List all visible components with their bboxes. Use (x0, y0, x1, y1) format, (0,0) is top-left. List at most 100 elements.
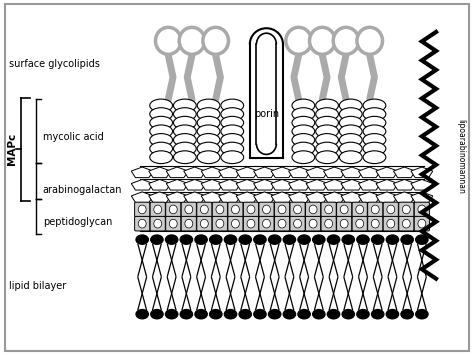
Ellipse shape (325, 219, 333, 228)
Polygon shape (219, 192, 240, 202)
Polygon shape (341, 192, 363, 202)
FancyBboxPatch shape (368, 202, 383, 217)
Polygon shape (289, 192, 310, 202)
Polygon shape (254, 167, 275, 178)
Ellipse shape (278, 205, 286, 214)
FancyBboxPatch shape (212, 202, 228, 217)
Ellipse shape (203, 27, 228, 54)
Text: surface glycolipids: surface glycolipids (9, 59, 100, 69)
Ellipse shape (371, 219, 379, 228)
Polygon shape (236, 179, 258, 190)
Ellipse shape (221, 99, 244, 112)
Ellipse shape (339, 133, 362, 146)
Ellipse shape (247, 205, 255, 214)
Circle shape (342, 310, 355, 319)
Polygon shape (254, 179, 275, 190)
Ellipse shape (173, 125, 196, 138)
Ellipse shape (356, 205, 364, 214)
Circle shape (165, 310, 178, 319)
Polygon shape (411, 192, 433, 202)
Ellipse shape (197, 151, 220, 164)
Ellipse shape (231, 205, 239, 214)
Polygon shape (166, 179, 188, 190)
Circle shape (342, 235, 355, 244)
Text: mycolic acid: mycolic acid (43, 132, 103, 142)
FancyBboxPatch shape (383, 216, 398, 231)
Ellipse shape (363, 151, 386, 164)
Ellipse shape (185, 205, 193, 214)
FancyBboxPatch shape (166, 202, 181, 217)
FancyBboxPatch shape (197, 216, 212, 231)
Polygon shape (306, 192, 328, 202)
Polygon shape (358, 167, 380, 178)
Circle shape (180, 235, 192, 244)
Circle shape (254, 235, 266, 244)
FancyBboxPatch shape (337, 216, 352, 231)
Ellipse shape (138, 205, 146, 214)
Ellipse shape (418, 205, 426, 214)
Polygon shape (324, 167, 346, 178)
Ellipse shape (333, 27, 359, 54)
Polygon shape (341, 179, 363, 190)
Ellipse shape (201, 205, 208, 214)
Ellipse shape (310, 27, 335, 54)
Ellipse shape (216, 205, 224, 214)
Circle shape (416, 310, 428, 319)
FancyBboxPatch shape (290, 216, 305, 231)
Polygon shape (341, 167, 363, 178)
Polygon shape (131, 192, 153, 202)
FancyBboxPatch shape (274, 216, 290, 231)
Ellipse shape (185, 219, 193, 228)
Polygon shape (149, 179, 171, 190)
Ellipse shape (325, 205, 333, 214)
Ellipse shape (339, 108, 362, 120)
Ellipse shape (286, 27, 311, 54)
Text: porin: porin (254, 109, 279, 119)
FancyBboxPatch shape (368, 216, 383, 231)
Ellipse shape (150, 99, 173, 112)
Circle shape (357, 235, 369, 244)
FancyBboxPatch shape (399, 216, 414, 231)
Ellipse shape (263, 219, 271, 228)
Polygon shape (166, 192, 188, 202)
Ellipse shape (216, 219, 224, 228)
FancyBboxPatch shape (166, 216, 181, 231)
Polygon shape (411, 179, 433, 190)
Ellipse shape (247, 219, 255, 228)
Ellipse shape (340, 219, 348, 228)
Ellipse shape (173, 116, 196, 129)
Ellipse shape (371, 205, 379, 214)
FancyBboxPatch shape (181, 216, 196, 231)
Polygon shape (376, 167, 398, 178)
FancyBboxPatch shape (290, 202, 305, 217)
Ellipse shape (363, 116, 386, 129)
Polygon shape (201, 167, 223, 178)
Ellipse shape (357, 27, 383, 54)
Circle shape (268, 310, 281, 319)
FancyBboxPatch shape (150, 202, 165, 217)
Ellipse shape (221, 142, 244, 155)
Ellipse shape (173, 151, 196, 164)
Polygon shape (393, 192, 415, 202)
Circle shape (136, 235, 148, 244)
FancyBboxPatch shape (321, 202, 336, 217)
Ellipse shape (150, 125, 173, 138)
Ellipse shape (387, 219, 395, 228)
Ellipse shape (316, 151, 338, 164)
Circle shape (224, 310, 237, 319)
Ellipse shape (197, 142, 220, 155)
FancyBboxPatch shape (352, 216, 367, 231)
Ellipse shape (293, 219, 301, 228)
FancyBboxPatch shape (5, 4, 469, 351)
Polygon shape (376, 192, 398, 202)
Circle shape (328, 310, 340, 319)
Ellipse shape (363, 142, 386, 155)
FancyBboxPatch shape (197, 202, 212, 217)
Ellipse shape (278, 219, 286, 228)
Circle shape (357, 310, 369, 319)
Circle shape (151, 310, 163, 319)
Ellipse shape (150, 142, 173, 155)
Circle shape (151, 235, 163, 244)
Circle shape (313, 310, 325, 319)
Ellipse shape (363, 108, 386, 120)
